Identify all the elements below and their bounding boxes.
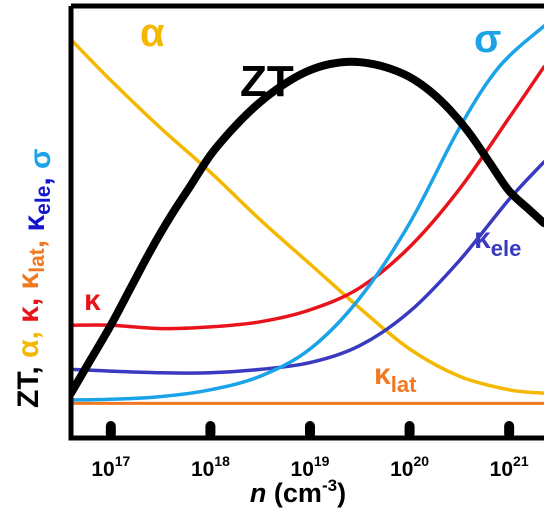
x-tick-mark	[205, 421, 216, 439]
series-label-κele: κele	[474, 222, 521, 261]
x-tick-mark	[404, 421, 415, 439]
x-tick-label: 1019	[291, 453, 330, 481]
y-axis-label: ZT, α, κ, κlat, κele, σ	[12, 148, 57, 408]
series-line-κele	[71, 160, 544, 375]
plot-frame	[68, 3, 544, 441]
series-label-alpha: α	[140, 11, 165, 55]
series-line-alpha	[71, 37, 544, 395]
series-line-kappa	[71, 65, 544, 331]
x-axis: 1017 1018 1019 1020 1021	[91, 421, 529, 481]
x-tick-mark	[304, 421, 315, 439]
x-tick-label: 1018	[191, 453, 230, 481]
x-tick-mark	[105, 421, 116, 439]
series-label-κlat: κlat	[374, 358, 417, 397]
x-tick-mark	[504, 421, 515, 439]
series-label-sigma: σ	[474, 17, 501, 61]
series-line-sigma	[71, 24, 544, 402]
x-tick-label: 1020	[390, 453, 429, 481]
x-tick-label: 1021	[490, 453, 529, 481]
series-label-kappa: κ	[84, 284, 101, 317]
series-line-zt	[71, 57, 544, 398]
x-axis-label: n (cm-3)	[250, 476, 346, 508]
series-label-zt: ZT	[240, 57, 294, 106]
series-labels: ZT α κ κlat κele σ	[84, 11, 521, 397]
x-tick-label: 1017	[91, 453, 130, 481]
plot-area	[71, 24, 544, 405]
